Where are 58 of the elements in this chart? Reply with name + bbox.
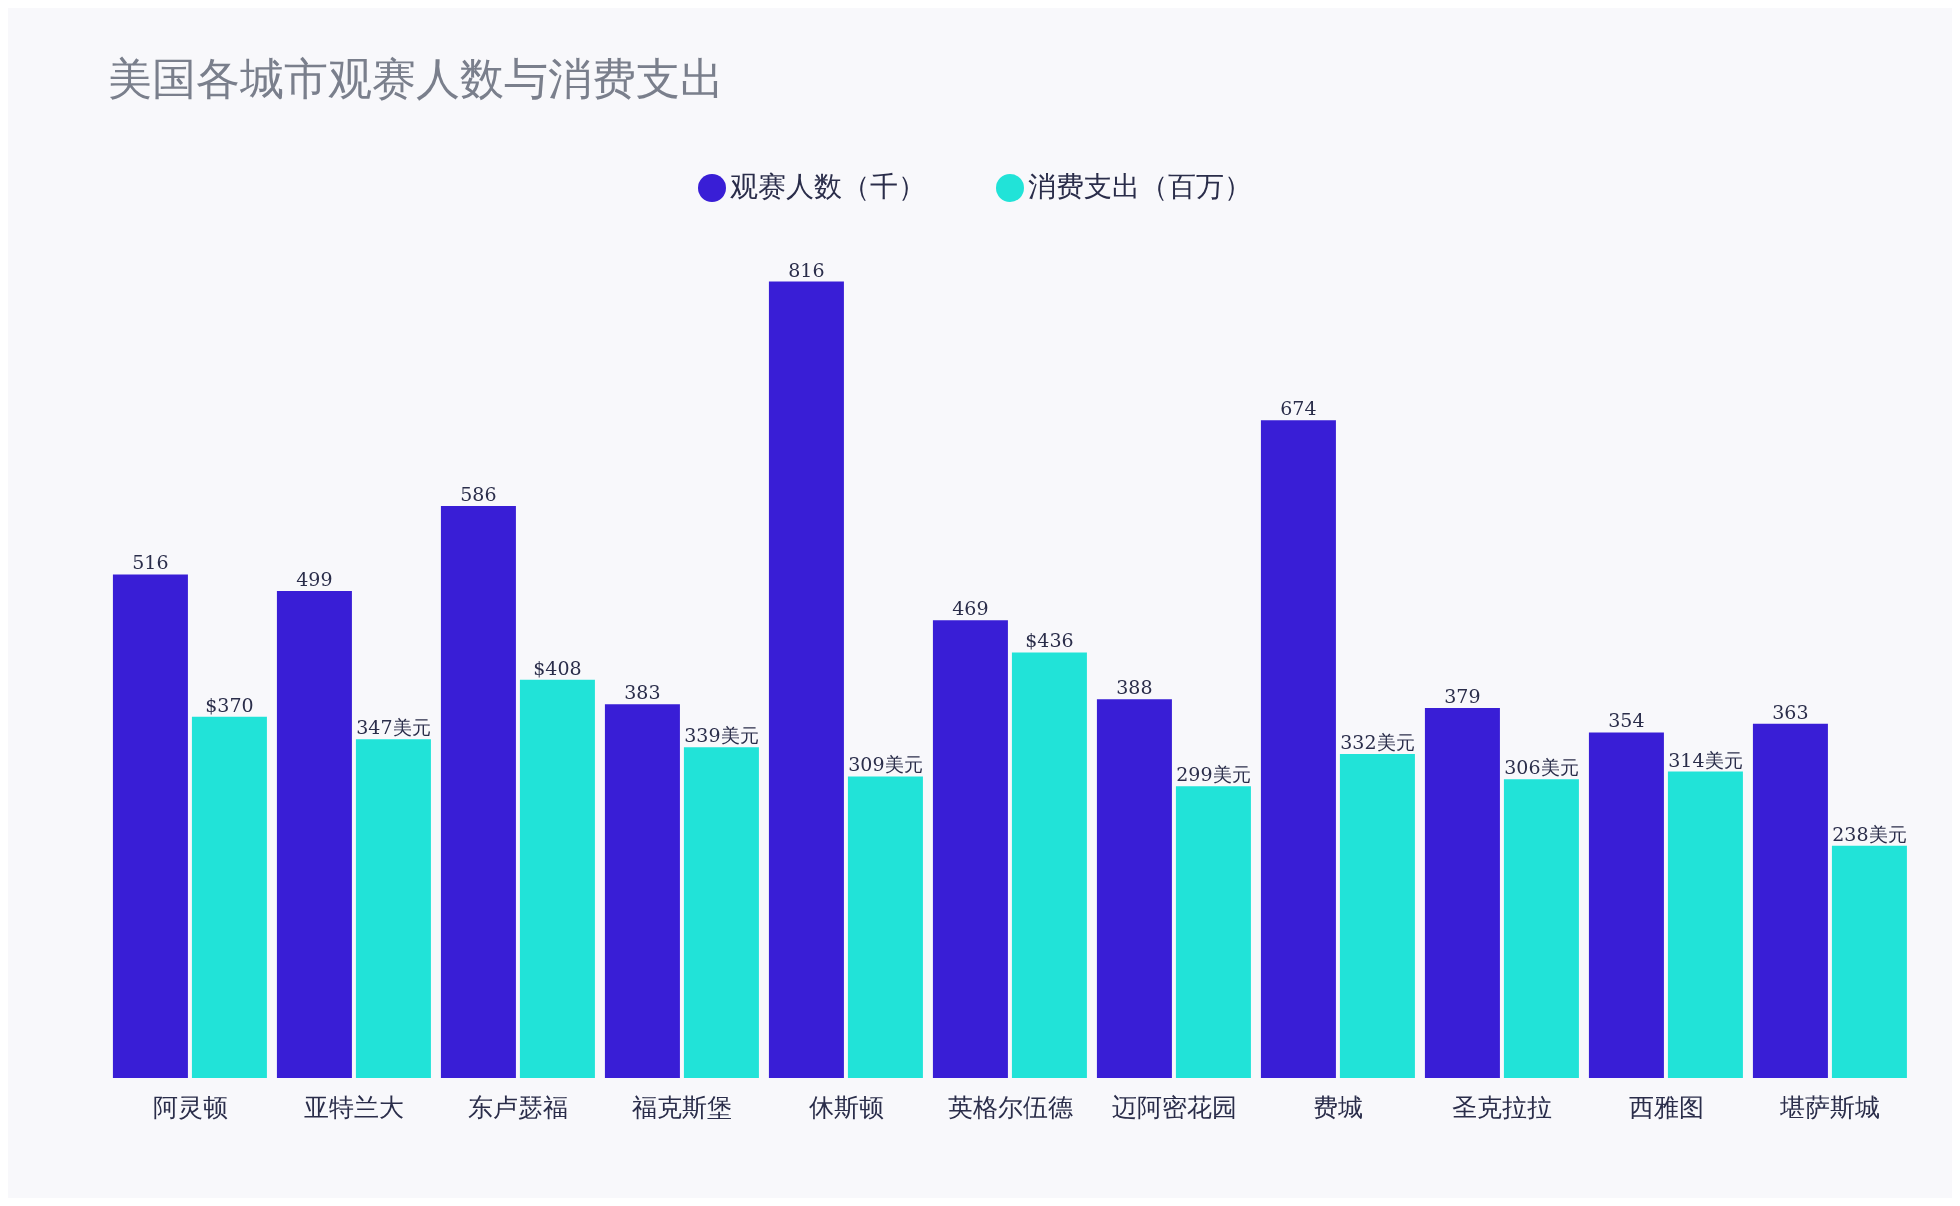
bar: [1011, 652, 1087, 1078]
bar: [519, 679, 595, 1078]
bar: [276, 590, 352, 1078]
x-tick-label: 东卢瑟福: [468, 1092, 568, 1122]
bar: [1096, 699, 1172, 1078]
x-tick-label: 福克斯堡: [632, 1092, 732, 1122]
bar: [1339, 753, 1415, 1078]
x-tick-label: 圣克拉拉: [1452, 1092, 1552, 1122]
bar: [768, 281, 844, 1078]
data-label: 469: [952, 597, 989, 620]
x-tick-label: 亚特兰大: [304, 1092, 404, 1122]
data-label: 299美元: [1176, 763, 1251, 786]
bar: [1667, 771, 1743, 1078]
data-label: $408: [533, 656, 582, 679]
bar: [355, 739, 431, 1078]
bar: [1503, 779, 1579, 1078]
bar: [1424, 708, 1500, 1078]
data-label: 347美元: [356, 716, 431, 739]
data-label: 383: [624, 681, 661, 704]
chart-title: 美国各城市观赛人数与消费支出: [108, 52, 724, 106]
data-label: 674: [1280, 397, 1317, 420]
x-tick-label: 英格尔伍德: [947, 1092, 1073, 1122]
data-label: 238美元: [1832, 822, 1907, 845]
bar: [604, 704, 680, 1078]
bar: [440, 506, 516, 1078]
x-tick-label: 迈阿密花园: [1111, 1092, 1237, 1122]
bar: [191, 716, 267, 1078]
x-tick-label: 费城: [1313, 1092, 1363, 1122]
bar: [1588, 732, 1664, 1078]
x-tick-label: 堪萨斯城: [1779, 1092, 1880, 1122]
x-tick-label: 西雅图: [1628, 1092, 1704, 1122]
data-label: 309美元: [848, 753, 923, 776]
data-label: 516: [132, 551, 169, 574]
data-label: 379: [1444, 685, 1481, 708]
bar: [1831, 845, 1907, 1078]
bar: [932, 620, 1008, 1078]
bar: [847, 776, 923, 1078]
data-label: 816: [788, 258, 825, 281]
data-label: $436: [1025, 629, 1074, 652]
data-label: 314美元: [1668, 748, 1743, 771]
x-tick-label: 休斯顿: [808, 1092, 884, 1122]
data-label: 339美元: [684, 724, 759, 747]
bar: [1260, 420, 1336, 1078]
data-label: 499: [296, 567, 333, 590]
bar: [1752, 723, 1828, 1078]
bar: [683, 747, 759, 1078]
data-label: 354: [1608, 709, 1645, 732]
x-tick-label: 阿灵顿: [152, 1092, 228, 1122]
data-label: 306美元: [1504, 756, 1579, 779]
data-label: 363: [1772, 700, 1809, 723]
bar: [1175, 786, 1251, 1078]
data-label: 388: [1116, 676, 1153, 699]
legend-label: 观赛人数（千）: [730, 170, 926, 203]
bar: [112, 574, 188, 1078]
data-label: $370: [205, 693, 254, 716]
data-label: 586: [460, 483, 497, 506]
legend-label: 消费支出（百万）: [1028, 170, 1252, 203]
data-label: 332美元: [1340, 730, 1415, 753]
